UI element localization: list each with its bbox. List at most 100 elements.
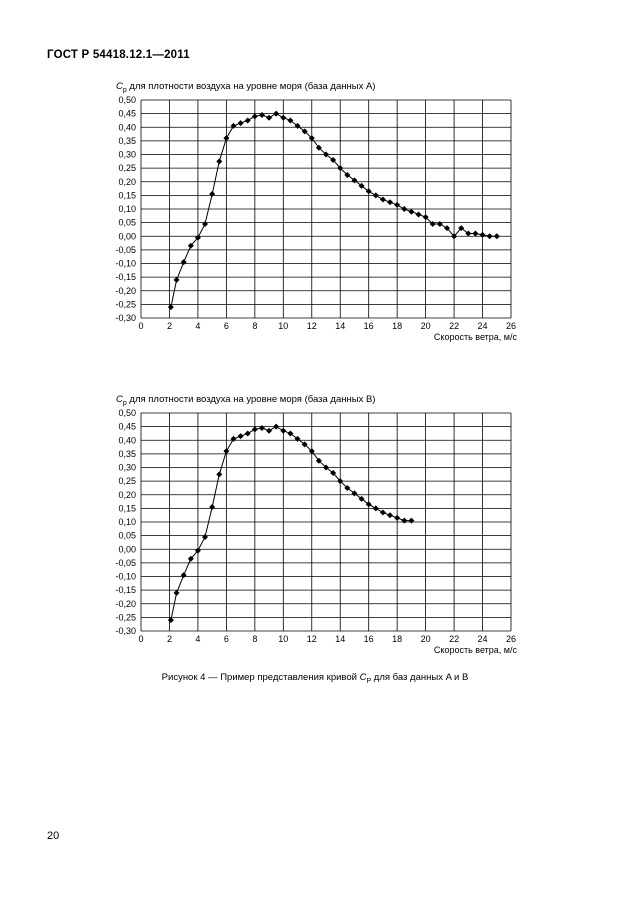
series-line: [170, 113, 497, 308]
data-point-marker: [301, 441, 308, 448]
x-tick-label: 0: [138, 634, 143, 644]
y-tick-label: 0,40: [118, 435, 136, 445]
data-point-marker: [337, 165, 344, 172]
data-point-marker: [187, 242, 194, 249]
y-tick-label: 0,10: [118, 517, 136, 527]
cp-subscript: p: [122, 86, 127, 94]
data-point-marker: [209, 191, 216, 198]
data-point-marker: [223, 448, 230, 455]
x-tick-label: 18: [392, 634, 402, 644]
y-tick-label: -0,15: [115, 272, 136, 282]
data-point-marker: [209, 504, 216, 511]
data-point-marker: [323, 151, 329, 158]
data-point-marker: [194, 234, 201, 241]
y-tick-label: 0,15: [118, 190, 136, 200]
data-point-marker: [244, 117, 251, 124]
data-point-marker: [194, 547, 201, 554]
y-tick-label: -0,10: [115, 259, 136, 269]
x-tick-label: 0: [138, 321, 143, 331]
y-tick-label: 0,10: [118, 204, 136, 214]
data-point-marker: [379, 196, 386, 203]
chart-title: Cp для плотности воздуха на уровне моря …: [116, 394, 375, 407]
y-tick-label: -0,10: [115, 572, 136, 582]
y-tick-label: -0,25: [115, 299, 136, 309]
x-tick-label: 26: [506, 634, 516, 644]
data-point-marker: [280, 427, 287, 434]
y-tick-label: 0,25: [118, 476, 136, 486]
data-point-marker: [258, 111, 265, 118]
x-tick-label: 4: [195, 634, 200, 644]
y-tick-label: 0,30: [118, 150, 136, 160]
y-tick-label: 0,20: [118, 177, 136, 187]
x-tick-label: 24: [478, 321, 488, 331]
data-point-marker: [301, 128, 308, 135]
data-point-marker: [408, 517, 415, 524]
data-point-marker: [308, 135, 315, 142]
x-tick-label: 22: [449, 321, 459, 331]
x-tick-label: 12: [307, 321, 317, 331]
data-point-marker: [266, 114, 273, 121]
data-point-marker: [365, 501, 372, 508]
data-point-marker: [273, 423, 280, 430]
data-point-marker: [294, 435, 301, 442]
data-point-marker: [237, 433, 244, 440]
caption-prefix: Рисунок 4 — Пример представления кривой: [161, 672, 360, 683]
x-tick-label: 20: [421, 634, 431, 644]
chart-title-text: для плотности воздуха на уровне моря (ба…: [126, 394, 376, 405]
x-tick-label: 22: [449, 634, 459, 644]
data-point-marker: [180, 259, 187, 266]
data-point-marker: [216, 158, 223, 165]
data-point-marker: [408, 208, 415, 215]
data-point-marker: [458, 225, 465, 232]
data-point-marker: [216, 471, 223, 478]
data-point-marker: [237, 120, 244, 127]
y-tick-label: 0,45: [118, 109, 136, 119]
chart-database-b: Cp для плотности воздуха на уровне моря …: [0, 388, 630, 668]
x-tick-label: 12: [307, 634, 317, 644]
data-point-marker: [372, 192, 379, 199]
data-point-marker: [251, 426, 258, 433]
data-point-marker: [465, 230, 472, 237]
data-point-marker: [387, 199, 394, 206]
data-point-marker: [173, 589, 180, 596]
data-point-marker: [358, 495, 365, 502]
x-tick-label: 2: [167, 321, 172, 331]
data-point-marker: [394, 201, 401, 208]
y-tick-label: -0,05: [115, 558, 136, 568]
y-tick-label: 0,40: [118, 122, 136, 132]
y-tick-label: -0,25: [115, 612, 136, 622]
series-line: [170, 426, 412, 621]
data-point-marker: [443, 225, 450, 232]
data-point-marker: [451, 233, 458, 240]
data-point-marker: [323, 464, 329, 471]
data-point-marker: [287, 117, 294, 124]
data-point-marker: [401, 517, 408, 524]
x-tick-label: 24: [478, 634, 488, 644]
y-tick-label: 0,50: [118, 408, 136, 418]
data-point-marker: [180, 572, 187, 579]
chart-plot-area: 0,50 0,45 0,40 0,35 0,30 0,25 0,20 0,15 0,10 0,05…: [115, 95, 517, 342]
data-point-marker: [351, 490, 358, 497]
x-tick-label: 16: [364, 634, 374, 644]
data-point-marker: [315, 144, 322, 151]
y-tick-label: 0,35: [118, 449, 136, 459]
y-tick-label: 0,20: [118, 490, 136, 500]
data-point-marker: [187, 555, 194, 562]
y-tick-label: -0,05: [115, 245, 136, 255]
x-tick-label: 10: [278, 321, 288, 331]
x-tick-label: 20: [421, 321, 431, 331]
y-tick-label: 0,25: [118, 163, 136, 173]
y-tick-label: -0,15: [115, 585, 136, 595]
data-point-marker: [330, 156, 337, 163]
data-point-marker: [493, 233, 500, 240]
y-tick-label: 0,50: [118, 95, 136, 105]
chart-plot-area: 0,50 0,45 0,40 0,35 0,30 0,25 0,20 0,15 0,10 0,05…: [115, 408, 517, 655]
chart-title-text: для плотности воздуха на уровне моря (ба…: [126, 81, 376, 92]
data-point-marker: [422, 214, 429, 221]
data-point-marker: [344, 484, 351, 491]
data-point-marker: [436, 220, 443, 227]
data-point-marker: [429, 220, 436, 227]
data-point-marker: [167, 304, 174, 311]
y-tick-label: 0,05: [118, 531, 136, 541]
data-point-marker: [394, 514, 401, 521]
